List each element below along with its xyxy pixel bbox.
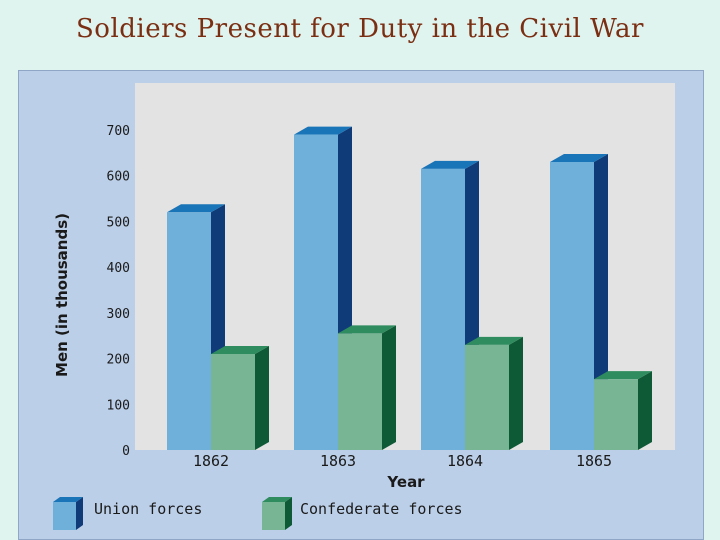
bar-front [550,162,594,450]
bar-top [338,325,396,334]
legend-label: Union forces [94,500,202,518]
legend-item-union: Union forces [53,497,202,530]
legend-swatch-side [285,497,292,530]
y-tick-label: 200 [107,353,130,368]
bar-side [255,346,269,450]
bar-side [382,325,396,450]
bar-front [421,168,465,450]
bar-front [338,333,382,450]
bar-side [638,371,652,450]
x-tick-label: 1862 [193,452,229,470]
y-tick-label: 400 [107,261,130,276]
y-axis-label: Men (in thousands) [53,213,71,377]
bar-union-1862 [167,204,225,450]
bar-side [509,336,523,450]
y-tick-label: 300 [107,307,130,322]
bar-confederate-1863 [338,325,396,450]
bar-confederate-1865 [594,371,652,450]
y-tick-label: 500 [107,215,130,230]
bar-union-1865 [550,154,608,450]
legend-swatch-side [76,497,83,530]
x-tick-label: 1865 [576,452,612,470]
bar-front [465,344,509,450]
bar-top [294,126,352,135]
bar-front [294,134,338,451]
bar-top [550,154,608,162]
bar-front [594,379,638,450]
y-tick-label: 700 [107,124,130,139]
bar-confederate-1864 [465,336,523,450]
x-tick-label: 1863 [320,452,356,470]
legend-item-confederate: Confederate forces [262,497,463,530]
y-tick-label: 600 [107,170,130,185]
bar-top [421,160,479,169]
bar-top [465,336,523,345]
legend-swatch [262,502,285,530]
y-tick-label: 100 [107,398,130,413]
x-axis-label: Year [386,473,425,491]
legend-swatch-top [53,497,83,502]
bar-front [167,212,211,450]
bar-top [594,371,652,380]
bar-front [211,354,255,450]
page-title: Soldiers Present for Duty in the Civil W… [76,14,644,44]
x-tick-label: 1864 [447,452,483,470]
bar-top [211,346,269,354]
bar-union-1864 [421,160,479,450]
bar-top [167,204,225,213]
y-tick-label: 0 [122,444,130,459]
legend-swatch-top [262,497,292,502]
legend-swatch [53,502,76,530]
legend-label: Confederate forces [300,500,463,518]
bar-confederate-1862 [211,346,269,450]
